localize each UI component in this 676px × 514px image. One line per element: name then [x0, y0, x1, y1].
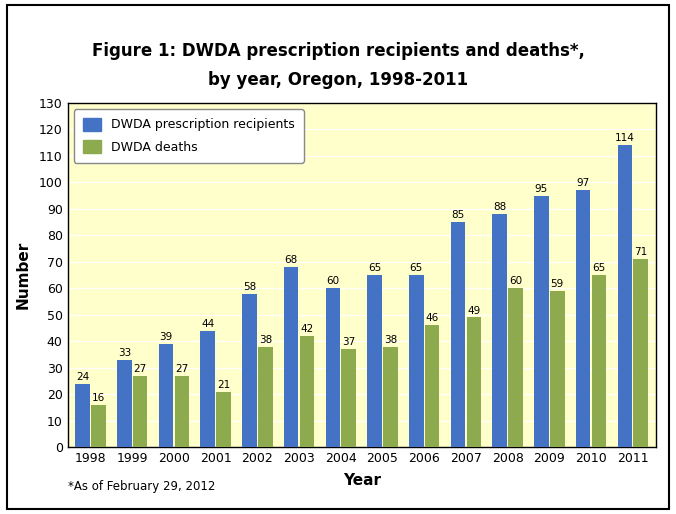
- Bar: [592, 275, 606, 447]
- Bar: [326, 288, 340, 447]
- Bar: [633, 259, 648, 447]
- Text: *As of February 29, 2012: *As of February 29, 2012: [68, 481, 215, 493]
- Text: 38: 38: [259, 335, 272, 345]
- Text: 21: 21: [217, 380, 231, 390]
- Text: Figure 1: DWDA prescription recipients and deaths*,: Figure 1: DWDA prescription recipients a…: [91, 42, 585, 61]
- Text: 38: 38: [384, 335, 397, 345]
- Text: 33: 33: [118, 348, 131, 358]
- Bar: [117, 360, 132, 447]
- Text: 49: 49: [467, 305, 481, 316]
- Bar: [91, 405, 105, 447]
- Text: 16: 16: [92, 393, 105, 403]
- Bar: [534, 195, 549, 447]
- X-axis label: Year: Year: [343, 473, 381, 488]
- Text: 68: 68: [285, 255, 298, 265]
- Bar: [466, 317, 481, 447]
- Bar: [299, 336, 314, 447]
- Text: 58: 58: [243, 282, 256, 291]
- Text: 114: 114: [615, 133, 635, 143]
- Text: 85: 85: [452, 210, 464, 220]
- Bar: [550, 291, 564, 447]
- Bar: [242, 293, 257, 447]
- Text: 24: 24: [76, 372, 89, 382]
- Bar: [508, 288, 523, 447]
- Text: 71: 71: [634, 247, 648, 257]
- Text: 60: 60: [509, 277, 522, 286]
- Text: 37: 37: [342, 337, 356, 347]
- Text: 59: 59: [551, 279, 564, 289]
- Bar: [409, 275, 424, 447]
- Bar: [451, 222, 465, 447]
- Text: 65: 65: [368, 263, 381, 273]
- Text: 65: 65: [592, 263, 606, 273]
- Bar: [201, 331, 215, 447]
- Bar: [341, 349, 356, 447]
- Bar: [425, 325, 439, 447]
- Text: 42: 42: [300, 324, 314, 334]
- Text: 65: 65: [410, 263, 423, 273]
- Bar: [159, 344, 173, 447]
- Text: 27: 27: [134, 364, 147, 374]
- Bar: [383, 346, 397, 447]
- Legend: DWDA prescription recipients, DWDA deaths: DWDA prescription recipients, DWDA death…: [74, 109, 304, 162]
- Text: 44: 44: [201, 319, 214, 329]
- Bar: [216, 392, 231, 447]
- Text: 97: 97: [577, 178, 589, 188]
- Bar: [367, 275, 382, 447]
- Bar: [75, 383, 90, 447]
- Text: 95: 95: [535, 183, 548, 194]
- Bar: [618, 145, 632, 447]
- Bar: [492, 214, 507, 447]
- Y-axis label: Number: Number: [16, 241, 30, 309]
- Text: 88: 88: [493, 202, 506, 212]
- Bar: [258, 346, 272, 447]
- Bar: [133, 376, 147, 447]
- Text: 46: 46: [425, 314, 439, 323]
- Bar: [576, 190, 590, 447]
- Text: 27: 27: [175, 364, 189, 374]
- Text: by year, Oregon, 1998-2011: by year, Oregon, 1998-2011: [208, 70, 468, 89]
- Text: 60: 60: [327, 277, 339, 286]
- Text: 39: 39: [160, 332, 172, 342]
- Bar: [174, 376, 189, 447]
- Bar: [284, 267, 299, 447]
